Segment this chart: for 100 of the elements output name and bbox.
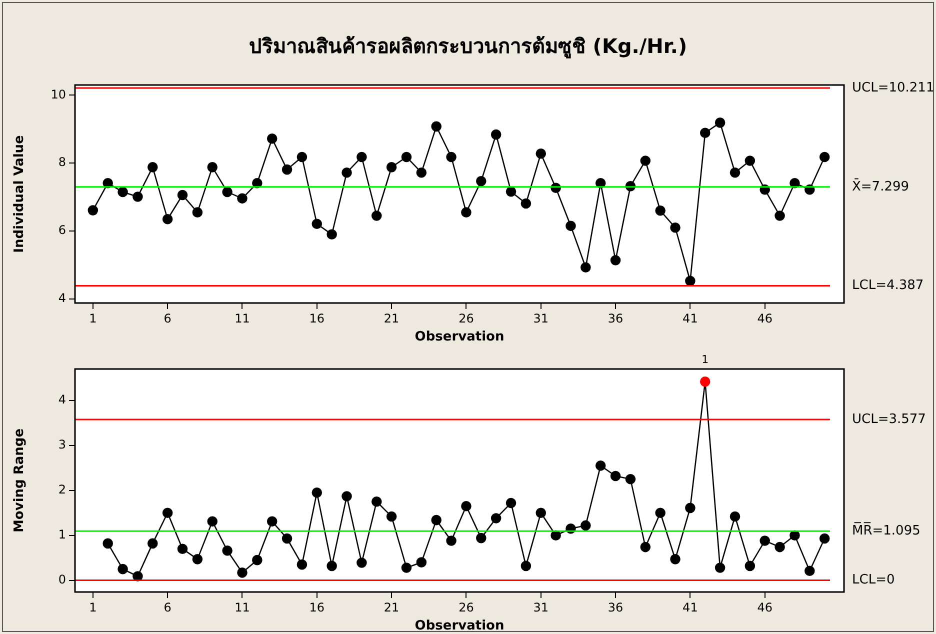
point [371,210,382,221]
x-tick-label: 41 [682,311,698,326]
point [730,511,740,522]
point [580,520,591,531]
point [282,164,292,175]
chart-title: ปริมาณสินค้ารอผลิตกระบวนการต้มซูชิ (Kg./Hr.) [248,33,688,60]
point [431,514,442,526]
point [342,491,352,502]
point [744,156,756,166]
ref-line-label: LCL=4.387 [852,278,924,294]
point [237,193,248,204]
point [640,542,651,552]
point [147,162,158,172]
x-axis-title: Observation [414,618,504,634]
y-tick-label: 4 [58,291,66,306]
x-tick-label: 6 [164,311,172,326]
point [431,121,442,132]
x-tick-label: 1 [89,311,97,326]
point [207,162,218,172]
point [506,186,516,197]
y-tick-label: 8 [58,155,66,170]
point [819,152,830,162]
x-tick-label: 6 [164,600,172,614]
point [147,538,158,549]
ref-line-label: LCL=0 [852,572,895,588]
point [506,498,516,508]
point [132,192,143,202]
annotation: 1 [702,352,709,366]
x-tick-label: 16 [309,600,325,614]
point [520,198,532,209]
x-tick-label: 41 [682,600,698,614]
point [401,562,412,573]
point [386,162,397,172]
point [490,513,502,524]
point [700,128,710,138]
point [700,376,710,387]
point [118,186,128,198]
point [610,255,621,266]
point [296,559,308,570]
point [296,152,308,162]
point [207,516,218,527]
y-tick-label: 4 [58,392,66,407]
point [520,560,532,572]
point [819,533,830,544]
point [356,152,367,162]
point [282,533,292,544]
point [461,207,472,218]
x-tick-label: 1 [89,600,97,614]
point [655,205,666,216]
ref-line-label: X̄=7.299 [852,178,910,194]
point [490,129,502,140]
point [640,156,651,166]
x-tick-label: 11 [234,600,250,614]
y-tick-label: 3 [58,438,66,452]
point [356,558,367,568]
point [446,536,456,546]
x-axis-title: Observation [414,330,504,345]
point [326,229,337,240]
point [386,511,397,522]
point [222,545,232,556]
point [580,262,591,272]
point [118,564,128,574]
point [804,566,815,576]
point [266,516,278,527]
x-tick-label: 31 [533,311,549,326]
point [237,568,248,578]
y-tick-label: 1 [58,527,66,542]
ref-line-label: UCL=10.211 [852,80,934,96]
point [102,538,113,549]
point [730,167,740,178]
x-tick-label: 21 [384,311,400,326]
point [744,560,756,572]
x-tick-label: 36 [608,600,624,614]
point [536,508,546,518]
point [670,554,680,564]
y-axis-title: Moving Range [12,428,28,533]
point [670,222,680,233]
point [461,500,472,512]
point [177,190,188,200]
x-tick-label: 36 [608,311,624,326]
point [685,276,696,286]
y-tick-label: 10 [50,87,66,102]
point [326,560,337,572]
x-tick-label: 26 [458,311,474,326]
point [476,176,486,186]
point [416,167,427,178]
point [266,134,278,144]
x-tick-label: 11 [234,311,250,326]
point [476,532,486,544]
y-tick-label: 0 [58,572,66,586]
point [595,460,606,471]
point [655,508,666,518]
x-tick-label: 46 [757,311,772,326]
point [312,218,322,230]
point [222,186,232,198]
point [625,474,636,484]
point [312,487,322,498]
point [774,210,785,221]
x-tick-label: 26 [458,600,474,614]
x-tick-label: 21 [384,600,400,614]
